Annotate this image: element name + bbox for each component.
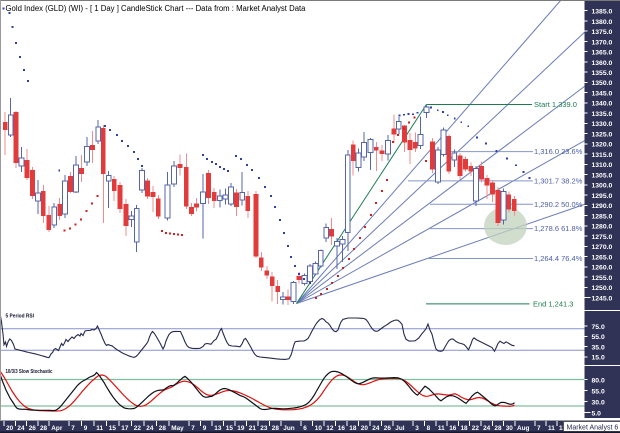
svg-text:3: 3	[415, 425, 419, 432]
svg-text:18: 18	[461, 425, 469, 432]
svg-text:1290.0: 1290.0	[592, 203, 613, 210]
svg-text:1245.0: 1245.0	[592, 295, 613, 302]
svg-text:10/3/3 Slow Stochastic: 10/3/3 Slow Stochastic	[6, 369, 53, 375]
svg-text:28: 28	[272, 425, 280, 432]
svg-text:1250.0: 1250.0	[592, 285, 613, 292]
svg-text:Jul: Jul	[395, 425, 404, 432]
svg-text:24: 24	[146, 425, 154, 432]
svg-text:1275.0: 1275.0	[592, 234, 613, 241]
svg-text:13: 13	[214, 425, 222, 432]
svg-text:17: 17	[121, 425, 129, 432]
svg-text:11: 11	[548, 425, 555, 432]
svg-text:Gold Index (GLD) (WI) - [ 1 D: Gold Index (GLD) (WI) - [ 1 Day ] Candle…	[6, 4, 307, 13]
svg-text:18: 18	[349, 425, 357, 432]
svg-text:13: 13	[559, 425, 567, 432]
svg-text:1365.0: 1365.0	[592, 50, 613, 57]
svg-text:1,290.2 50.0%: 1,290.2 50.0%	[534, 200, 583, 209]
svg-text:1345.0: 1345.0	[592, 91, 613, 98]
svg-text:Market Analyst 6: Market Analyst 6	[567, 425, 619, 432]
svg-text:1320.0: 1320.0	[592, 142, 613, 149]
svg-text:22: 22	[134, 425, 142, 432]
svg-text:55.0: 55.0	[592, 334, 605, 341]
svg-text:1305.0: 1305.0	[592, 172, 613, 179]
svg-text:7: 7	[71, 425, 75, 432]
svg-text:1375.0: 1375.0	[592, 29, 613, 36]
svg-text:11: 11	[96, 425, 103, 432]
svg-text:9: 9	[84, 425, 88, 432]
svg-text:1255.0: 1255.0	[592, 275, 613, 282]
svg-text:55.0: 55.0	[592, 388, 605, 395]
svg-text:1,301.7 38.2%: 1,301.7 38.2%	[534, 176, 583, 185]
svg-text:1340.0: 1340.0	[592, 101, 613, 108]
svg-text:1270.0: 1270.0	[592, 244, 613, 251]
svg-text:28: 28	[159, 425, 167, 432]
svg-text:6: 6	[303, 425, 307, 432]
svg-text:End 1,241.3: End 1,241.3	[533, 299, 573, 308]
svg-text:8: 8	[427, 425, 431, 432]
svg-text:12: 12	[326, 425, 334, 432]
svg-text:15: 15	[109, 425, 117, 432]
svg-text:7: 7	[191, 425, 195, 432]
svg-text:20: 20	[361, 425, 369, 432]
svg-text:30.0: 30.0	[592, 399, 605, 406]
svg-text:1355.0: 1355.0	[592, 70, 613, 77]
svg-text:1300.0: 1300.0	[592, 183, 613, 190]
svg-text:1,278.6 61.8%: 1,278.6 61.8%	[534, 224, 583, 233]
svg-text:1260.0: 1260.0	[592, 265, 613, 272]
svg-text:1380.0: 1380.0	[592, 19, 613, 26]
svg-text:Jun: Jun	[283, 425, 294, 432]
svg-text:20: 20	[6, 425, 14, 432]
svg-text:1265.0: 1265.0	[592, 254, 613, 261]
svg-text:1360.0: 1360.0	[592, 60, 613, 67]
svg-text:16: 16	[338, 425, 346, 432]
svg-text:26: 26	[384, 425, 392, 432]
svg-text:Apr: Apr	[51, 425, 63, 432]
svg-text:11: 11	[438, 425, 445, 432]
svg-text:9: 9	[203, 425, 207, 432]
svg-text:24: 24	[483, 425, 491, 432]
svg-text:10: 10	[315, 425, 323, 432]
svg-text:23: 23	[260, 425, 268, 432]
svg-text:15: 15	[226, 425, 234, 432]
svg-text:1385.0: 1385.0	[592, 9, 613, 16]
svg-text:Start 1,339.0: Start 1,339.0	[534, 100, 577, 109]
svg-text:22: 22	[472, 425, 480, 432]
svg-text:1325.0: 1325.0	[592, 131, 613, 138]
svg-text:15.0: 15.0	[592, 355, 605, 362]
svg-text:1280.0: 1280.0	[592, 224, 613, 231]
svg-text:1285.0: 1285.0	[592, 213, 613, 220]
svg-text:30: 30	[506, 425, 514, 432]
svg-text:1335.0: 1335.0	[592, 111, 613, 118]
svg-text:35.0: 35.0	[592, 344, 605, 351]
svg-text:26: 26	[29, 425, 37, 432]
svg-text:5.0: 5.0	[592, 410, 602, 417]
svg-text:19: 19	[237, 425, 245, 432]
svg-text:1370.0: 1370.0	[592, 39, 613, 46]
svg-text:28: 28	[494, 425, 502, 432]
svg-text:1,316.0 23.6%: 1,316.0 23.6%	[534, 147, 583, 156]
svg-text:5 Period RSI: 5 Period RSI	[6, 314, 35, 320]
svg-text:24: 24	[17, 425, 25, 432]
svg-text:1315.0: 1315.0	[592, 152, 613, 159]
svg-text:1330.0: 1330.0	[592, 121, 613, 128]
svg-text:1310.0: 1310.0	[592, 162, 613, 169]
svg-text:Aug: Aug	[517, 425, 530, 432]
svg-text:28: 28	[40, 425, 48, 432]
svg-text:80.0: 80.0	[592, 377, 605, 384]
svg-text:May: May	[171, 425, 184, 432]
svg-text:75.0: 75.0	[592, 324, 605, 331]
svg-text:1350.0: 1350.0	[592, 80, 613, 87]
svg-text:21: 21	[249, 425, 257, 432]
svg-text:16: 16	[449, 425, 457, 432]
svg-text:1,264.4 76.4%: 1,264.4 76.4%	[534, 254, 583, 263]
svg-text:1295.0: 1295.0	[592, 193, 613, 200]
svg-text:24: 24	[372, 425, 380, 432]
svg-text:7: 7	[537, 425, 541, 432]
